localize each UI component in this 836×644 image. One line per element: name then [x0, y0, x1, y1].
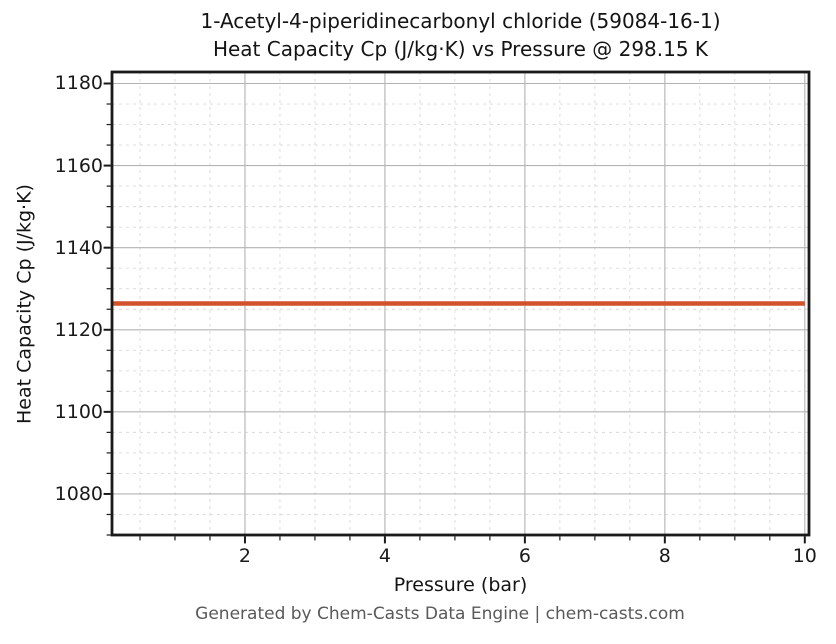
- footer-credit: Generated by Chem-Casts Data Engine | ch…: [195, 604, 685, 624]
- y-tick-label: 1140: [54, 236, 103, 259]
- chart-title-line1: 1-Acetyl-4-piperidinecarbonyl chloride (…: [200, 9, 721, 33]
- x-tick-label: 10: [792, 545, 817, 567]
- y-axis-label: Heat Capacity Cp (J/kg·K): [13, 184, 36, 424]
- x-tick-label: 8: [658, 545, 671, 567]
- y-tick-label: 1120: [54, 318, 103, 341]
- x-axis-label: Pressure (bar): [393, 574, 528, 596]
- y-tick-label: 1160: [54, 154, 103, 177]
- chart-title: 1-Acetyl-4-piperidinecarbonyl chloride (…: [112, 7, 809, 63]
- x-tick-label: 2: [238, 545, 251, 567]
- x-tick-label: 4: [378, 545, 391, 567]
- y-tick-label: 1180: [54, 72, 103, 95]
- y-tick-label: 1080: [54, 482, 103, 505]
- plot-border: [110, 70, 811, 537]
- chart-title-line2: Heat Capacity Cp (J/kg·K) vs Pressure @ …: [212, 37, 709, 61]
- x-tick-label: 6: [518, 545, 531, 567]
- y-tick-label: 1100: [54, 400, 103, 423]
